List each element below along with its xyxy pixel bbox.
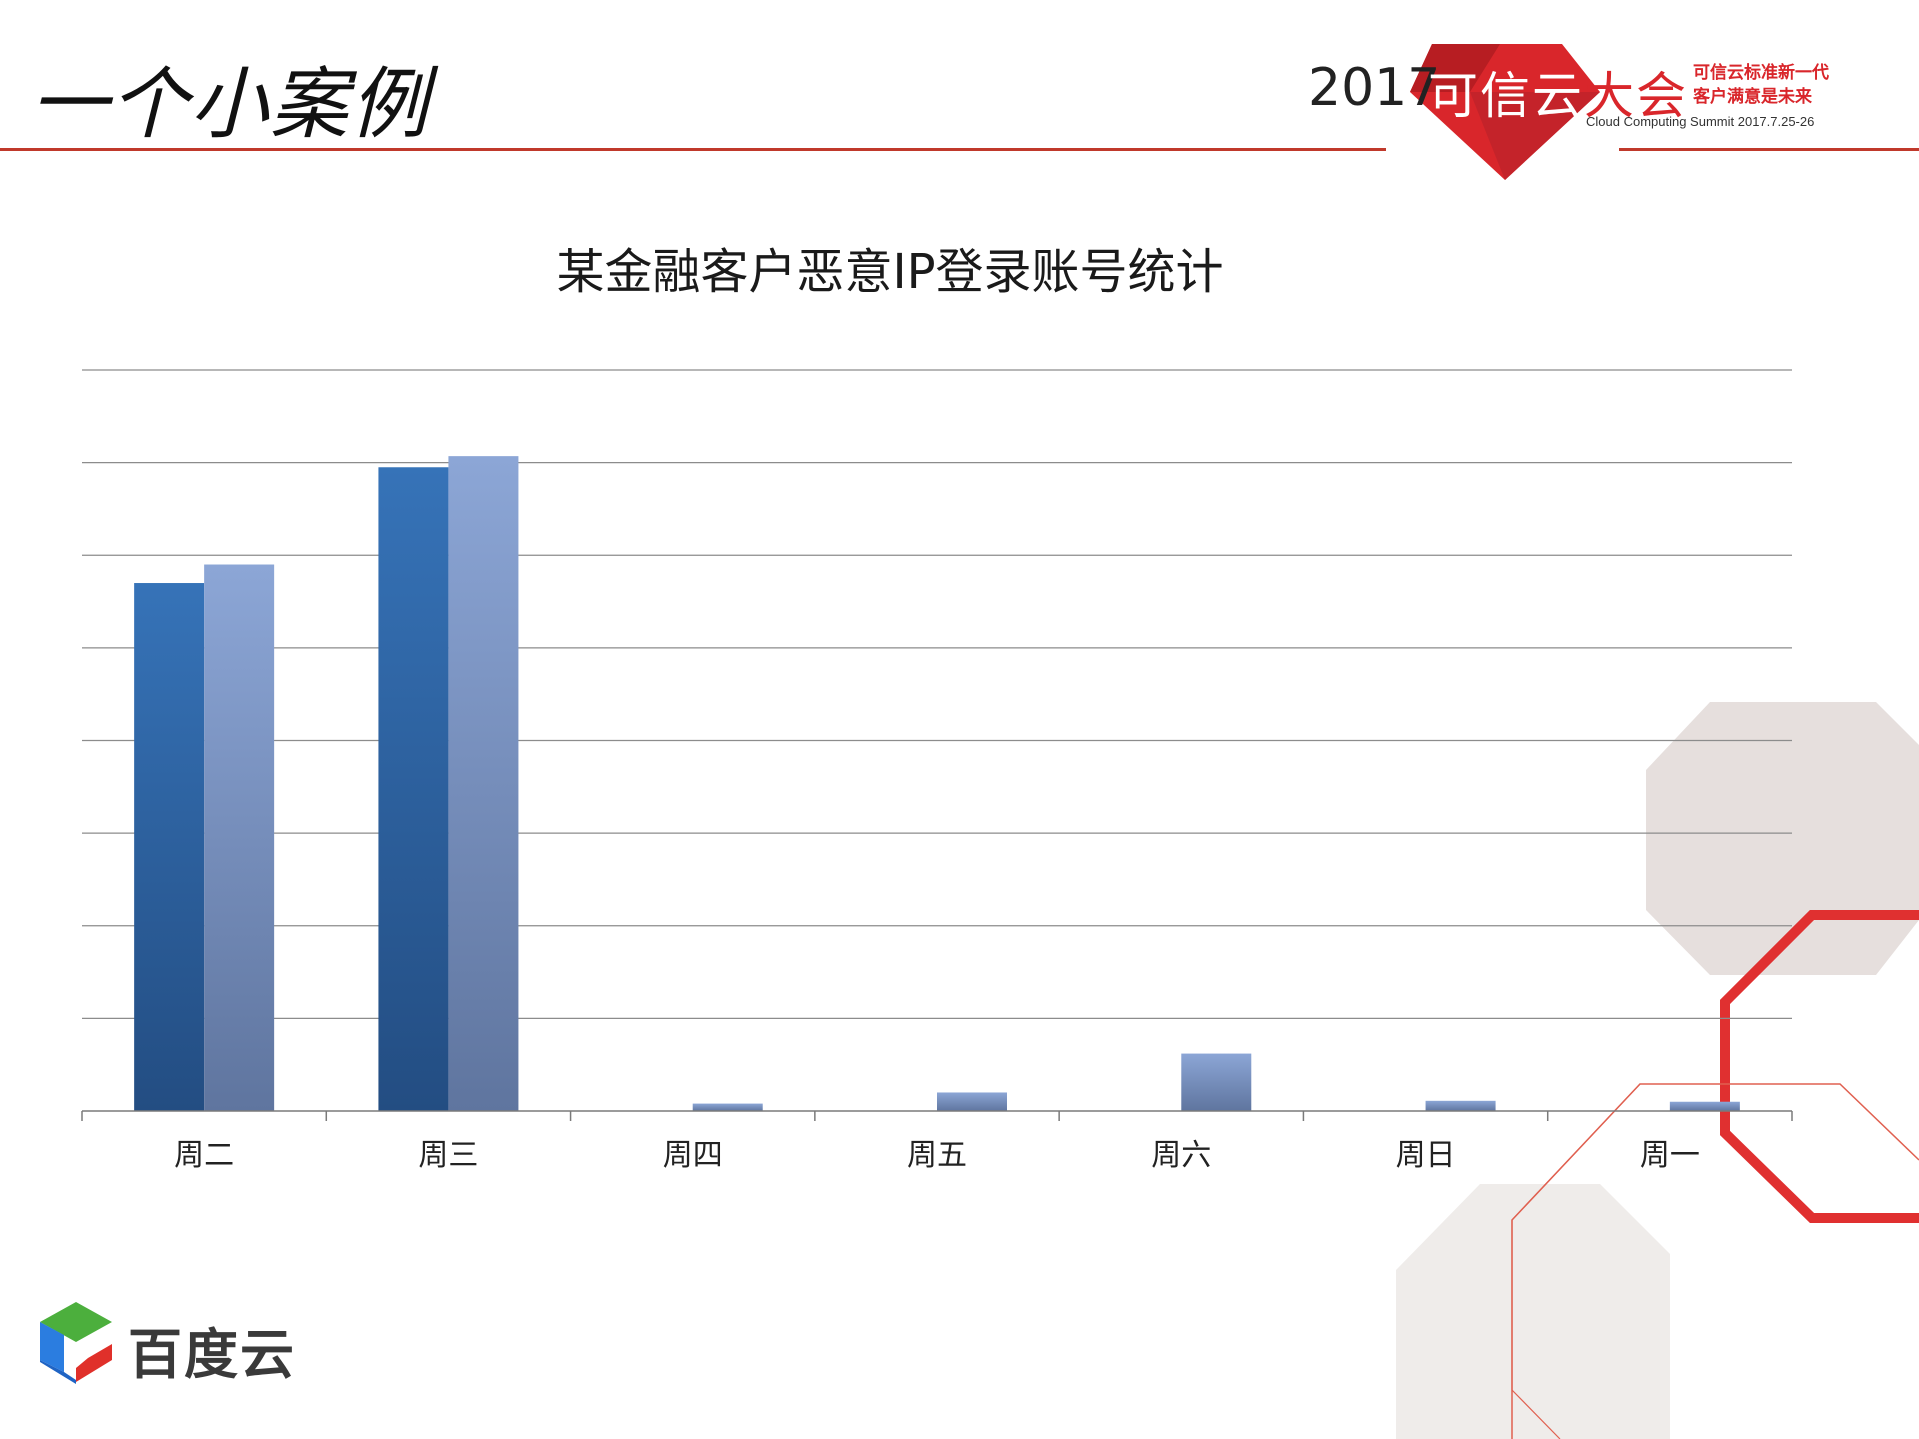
header-divider-right [1619, 148, 1919, 151]
bar-series1-0 [134, 583, 205, 1111]
bar-series2-6 [1669, 1101, 1740, 1111]
bar-series2-3 [937, 1092, 1007, 1111]
x-tick-label: 周三 [418, 1138, 478, 1173]
event-logo-diamond-facet-2 [1470, 92, 1600, 180]
bar-series2-0 [204, 564, 275, 1111]
chart-title: 某金融客户恶意IP登录账号统计 [556, 244, 1224, 300]
deco-hexagon-gray-top [1646, 702, 1919, 975]
event-slogan-line2: 客户满意是未来 [1693, 87, 1812, 107]
bar-series2-1 [448, 456, 519, 1111]
header-divider-left [0, 148, 1386, 151]
x-tick-label: 周二 [174, 1138, 234, 1173]
deco-hexagon-gray-bottom [1396, 1184, 1670, 1439]
bar-series1-1 [378, 467, 449, 1112]
event-name-main: 可信云 [1428, 67, 1584, 125]
x-tick-label: 周五 [907, 1138, 967, 1173]
brand-name: 百度云 [128, 1323, 296, 1386]
slide-title: 一个小案例 [30, 60, 431, 150]
x-tick-label: 周日 [1396, 1138, 1456, 1173]
chart-bars [134, 456, 1740, 1112]
deco-thin-red-line-2 [1511, 1083, 1641, 1439]
deco-octagon-red-outline [1720, 910, 1919, 1223]
bar-series2-2 [692, 1103, 763, 1111]
chart-gridlines [82, 369, 1792, 1019]
x-tick-label: 周一 [1640, 1138, 1700, 1173]
event-year: 2017 [1308, 58, 1441, 118]
event-name-tail: 大会 [1584, 67, 1688, 125]
x-tick-label: 周四 [663, 1138, 723, 1173]
event-logo-diamond-facet [1410, 44, 1500, 92]
event-summit-text: Cloud Computing Summit 2017.7.25-26 [1586, 114, 1815, 129]
event-slogan-line1: 可信云标准新一代 [1693, 63, 1829, 83]
event-name: 可信云大会 [1428, 56, 1688, 128]
bar-series2-4 [1181, 1053, 1252, 1111]
bar-series2-5 [1425, 1100, 1496, 1111]
chart-x-axis: 周二 周三 周四 周五 周六 周日 周一 [81, 1110, 1793, 1173]
baidu-cloud-hexagon-icon [40, 1302, 112, 1384]
x-tick-label: 周六 [1151, 1138, 1211, 1173]
